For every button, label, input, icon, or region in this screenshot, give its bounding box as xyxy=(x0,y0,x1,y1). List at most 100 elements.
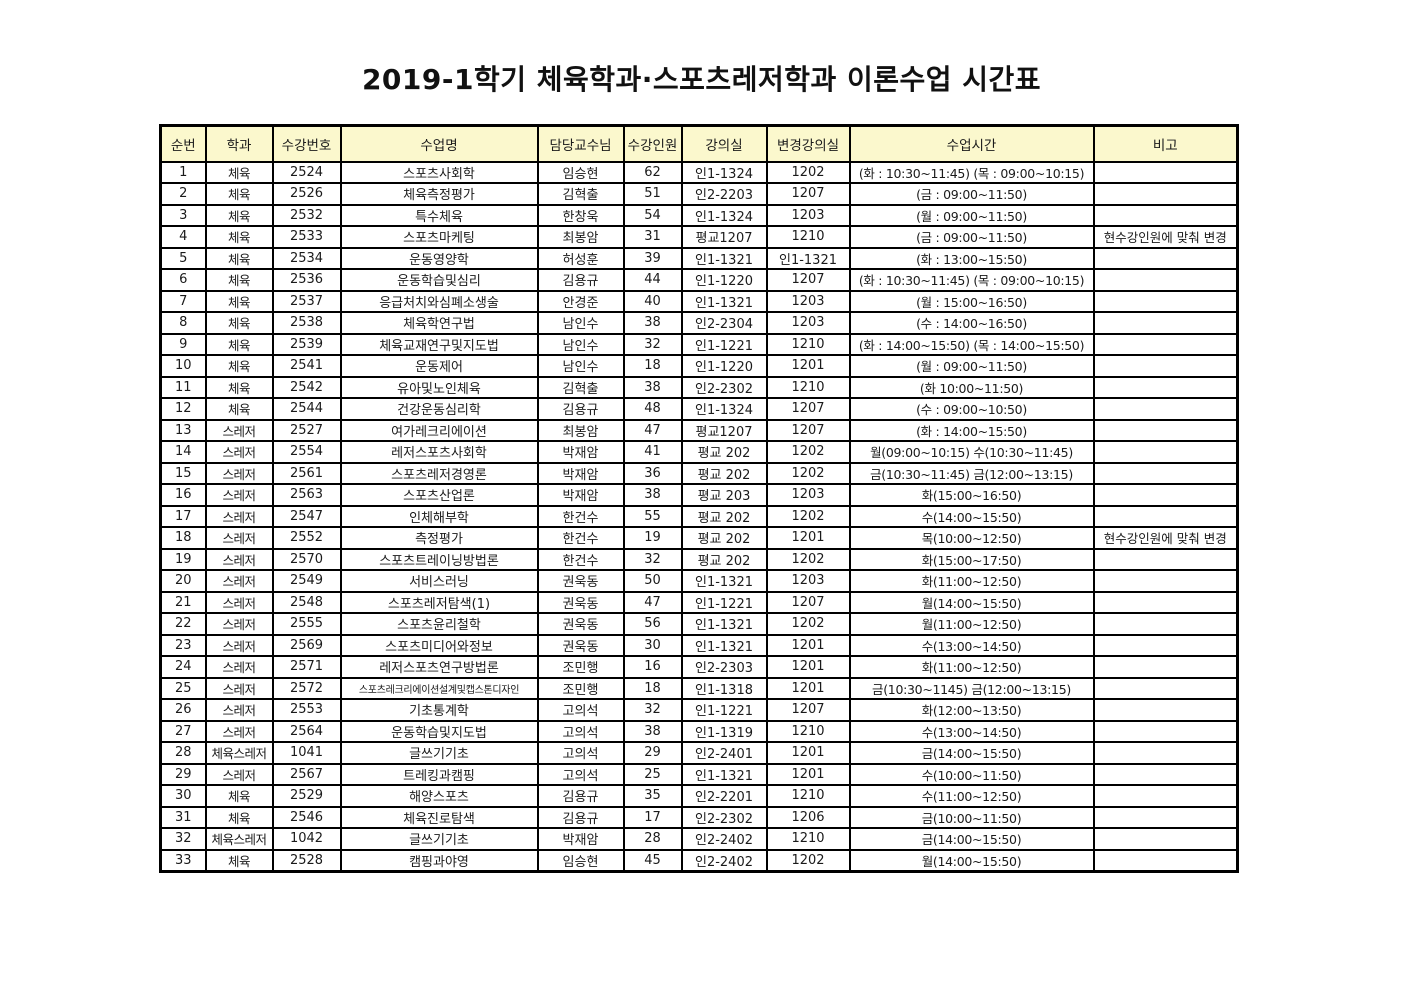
cell-classroom: 평교 202 xyxy=(680,547,768,571)
cell-professor: 남인수 xyxy=(536,354,625,378)
cell-professor: 남인수 xyxy=(536,332,625,356)
cell-professor: 한창욱 xyxy=(536,203,625,227)
cell-department: 체육 xyxy=(204,375,274,399)
cell-professor: 허성훈 xyxy=(536,246,625,270)
cell-changed-classroom: 1210 xyxy=(765,827,851,851)
cell-classroom: 평교 202 xyxy=(680,504,768,528)
cell-class-time: 금(14:00~15:50) xyxy=(848,741,1095,765)
cell-enrollment: 56 xyxy=(622,612,683,636)
cell-class-time: (화 : 10:30~11:45) (목 : 09:00~10:15) xyxy=(848,268,1095,292)
cell-course-name: 운동영양학 xyxy=(339,246,539,270)
cell-course-number: 2528 xyxy=(271,848,342,872)
header-department: 학과 xyxy=(204,124,274,163)
header-changed-classroom: 변경강의실 xyxy=(765,124,851,163)
header-enrollment: 수강인원 xyxy=(622,124,683,163)
cell-classroom: 인2-2303 xyxy=(680,655,768,679)
cell-course-number: 2546 xyxy=(271,805,342,829)
cell-note xyxy=(1092,397,1239,421)
cell-note xyxy=(1092,268,1239,292)
cell-enrollment: 32 xyxy=(622,332,683,356)
cell-department: 체육 xyxy=(204,311,274,335)
cell-professor: 박재암 xyxy=(536,440,625,464)
cell-course-number: 2529 xyxy=(271,784,342,808)
cell-no: 30 xyxy=(159,784,207,808)
cell-course-number: 2549 xyxy=(271,569,342,593)
cell-no: 19 xyxy=(159,547,207,571)
cell-no: 27 xyxy=(159,719,207,743)
cell-no: 28 xyxy=(159,741,207,765)
cell-classroom: 인1-1220 xyxy=(680,354,768,378)
cell-changed-classroom: 1203 xyxy=(765,483,851,507)
cell-professor: 김용규 xyxy=(536,784,625,808)
cell-classroom: 평교 203 xyxy=(680,483,768,507)
table-row: 24 스레저 2571 레저스포츠연구방법론 조민행 16 인2-2303 1201 화(11:… xyxy=(159,655,1239,679)
cell-classroom: 인1-1321 xyxy=(680,762,768,786)
cell-changed-classroom: 1201 xyxy=(765,633,851,657)
cell-no: 25 xyxy=(159,676,207,700)
cell-enrollment: 47 xyxy=(622,418,683,442)
cell-course-name: 인체해부학 xyxy=(339,504,539,528)
cell-professor: 권욱동 xyxy=(536,590,625,614)
cell-department: 체육 xyxy=(204,332,274,356)
cell-department: 체육 xyxy=(204,182,274,206)
cell-enrollment: 62 xyxy=(622,160,683,184)
cell-professor: 조민행 xyxy=(536,676,625,700)
cell-note xyxy=(1092,848,1239,872)
table-header: 순번 학과 수강번호 수업명 담당교수님 수강인원 강의실 변경강의실 수업시간… xyxy=(159,124,1239,163)
cell-classroom: 인2-2304 xyxy=(680,311,768,335)
cell-course-name: 여가레크리에이션 xyxy=(339,418,539,442)
cell-note xyxy=(1092,741,1239,765)
table-row: 10 체육 2541 운동제어 남인수 18 인1-1220 1201 (월 : 09:00~1… xyxy=(159,354,1239,378)
cell-note: 현수강인원에 맞춰 변경 xyxy=(1092,225,1239,249)
cell-course-name: 체육측정평가 xyxy=(339,182,539,206)
cell-department: 스레저 xyxy=(204,762,274,786)
cell-course-name: 스포츠레크리에이션설계및캡스톤디자인 xyxy=(339,676,539,700)
cell-enrollment: 47 xyxy=(622,590,683,614)
cell-changed-classroom: 1202 xyxy=(765,160,851,184)
cell-no: 13 xyxy=(159,418,207,442)
cell-changed-classroom: 1201 xyxy=(765,676,851,700)
cell-class-time: 월(11:00~12:50) xyxy=(848,612,1095,636)
cell-class-time: 금(10:30~1145) 금(12:00~13:15) xyxy=(848,676,1095,700)
cell-classroom: 평교 202 xyxy=(680,526,768,550)
cell-note xyxy=(1092,246,1239,270)
cell-course-name: 글쓰기기초 xyxy=(339,827,539,851)
cell-no: 29 xyxy=(159,762,207,786)
cell-note xyxy=(1092,418,1239,442)
cell-no: 6 xyxy=(159,268,207,292)
cell-professor: 권욱동 xyxy=(536,612,625,636)
cell-class-time: (화 10:00~11:50) xyxy=(848,375,1095,399)
cell-classroom: 인1-1221 xyxy=(680,332,768,356)
course-timetable: 순번 학과 수강번호 수업명 담당교수님 수강인원 강의실 변경강의실 수업시간… xyxy=(159,124,1239,873)
cell-class-time: (화 : 10:30~11:45) (목 : 09:00~10:15) xyxy=(848,160,1095,184)
cell-no: 24 xyxy=(159,655,207,679)
cell-note xyxy=(1092,590,1239,614)
header-professor: 담당교수님 xyxy=(536,124,625,163)
header-classroom: 강의실 xyxy=(680,124,768,163)
cell-changed-classroom: 1207 xyxy=(765,182,851,206)
cell-course-number: 2542 xyxy=(271,375,342,399)
cell-professor: 권욱동 xyxy=(536,569,625,593)
cell-class-time: (금 : 09:00~11:50) xyxy=(848,182,1095,206)
table-row: 17 스레저 2547 인체해부학 한건수 55 평교 202 1202 수(14:00~15:… xyxy=(159,504,1239,528)
cell-note xyxy=(1092,676,1239,700)
table-row: 22 스레저 2555 스포츠윤리철학 권욱동 56 인1-1321 1202 월(11:00~… xyxy=(159,612,1239,636)
header-no: 순번 xyxy=(159,124,207,163)
cell-department: 체육 xyxy=(204,225,274,249)
cell-enrollment: 44 xyxy=(622,268,683,292)
cell-class-time: 화(11:00~12:50) xyxy=(848,569,1095,593)
cell-course-number: 2569 xyxy=(271,633,342,657)
cell-course-name: 스포츠레저탐색(1) xyxy=(339,590,539,614)
cell-department: 체육 xyxy=(204,805,274,829)
cell-course-name: 유아및노인체육 xyxy=(339,375,539,399)
cell-course-name: 특수체육 xyxy=(339,203,539,227)
cell-no: 22 xyxy=(159,612,207,636)
cell-department: 체육 xyxy=(204,289,274,313)
table-row: 23 스레저 2569 스포츠미디어와정보 권욱동 30 인1-1321 1201 수(13:0… xyxy=(159,633,1239,657)
header-class-time: 수업시간 xyxy=(848,124,1095,163)
table-row: 33 체육 2528 캠핑과야영 임승현 45 인2-2402 1202 월(14:00~15:… xyxy=(159,848,1239,872)
cell-classroom: 인1-1324 xyxy=(680,397,768,421)
cell-department: 체육 xyxy=(204,784,274,808)
cell-course-number: 2552 xyxy=(271,526,342,550)
cell-changed-classroom: 1207 xyxy=(765,698,851,722)
